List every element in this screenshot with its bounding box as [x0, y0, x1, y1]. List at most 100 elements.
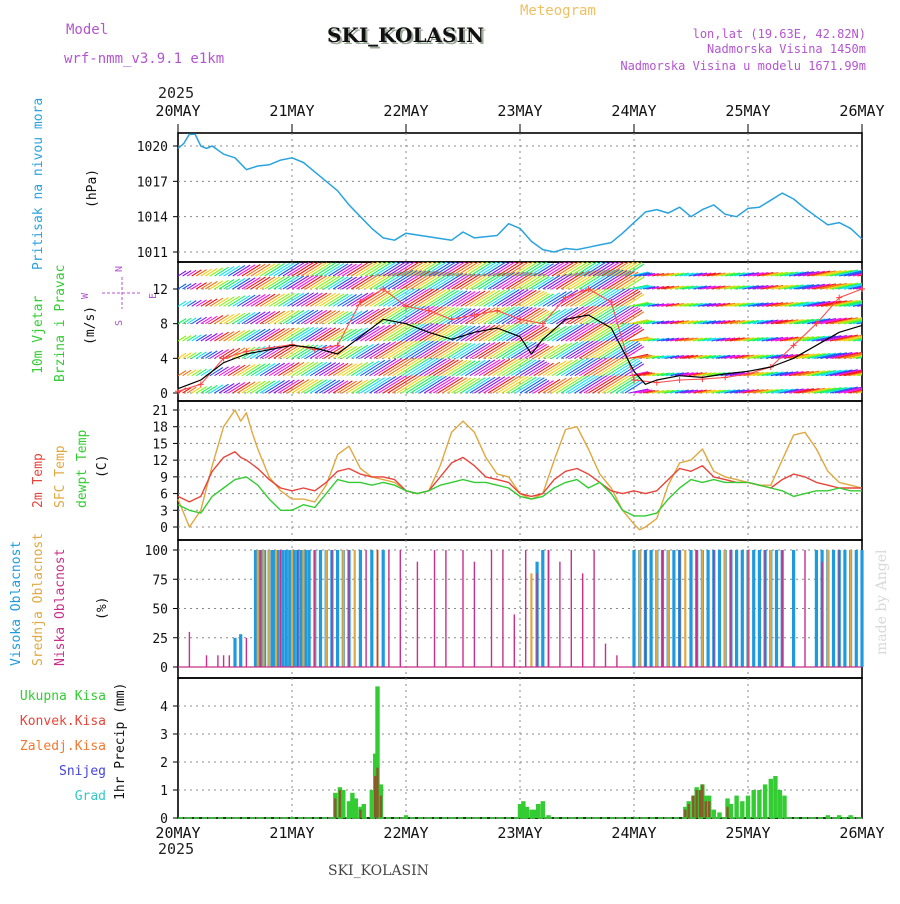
wind-barb [519, 273, 545, 290]
wind-barb [259, 328, 281, 342]
wind-gust-marker [289, 341, 295, 348]
wind-barb [296, 262, 319, 277]
wind-barb [255, 263, 276, 277]
cloud-bar [376, 550, 379, 667]
wind-barb [309, 262, 332, 277]
wind-barb [492, 341, 520, 359]
wind-barb [738, 302, 755, 307]
wind-barb [816, 317, 842, 325]
wind-barb [547, 359, 573, 377]
cloud-bar [730, 550, 732, 667]
wind-barb [706, 337, 721, 342]
wind-barb [537, 262, 561, 277]
wind-barb [661, 337, 675, 342]
wind-ylabel-2: Brzina i Pravac [53, 265, 68, 382]
wind-barb [460, 359, 486, 377]
wind-barb [309, 379, 332, 394]
cloud-bar [304, 550, 308, 667]
y-tick-label: 1020 [137, 140, 168, 155]
wind-barb [697, 337, 712, 342]
wind-barb [697, 285, 712, 290]
wind-barb [693, 372, 708, 377]
wind-barb [684, 272, 699, 277]
wind-barb [419, 306, 447, 325]
wind-barb [314, 362, 336, 377]
wind-barb [460, 377, 486, 394]
wind-barb [533, 276, 554, 290]
wind-barb [442, 307, 468, 325]
wind-barb [460, 262, 485, 277]
wind-barb [829, 351, 859, 359]
wind-barb [501, 375, 529, 394]
wind-barb [255, 380, 276, 394]
wind-barb [820, 369, 848, 377]
wind-barb [606, 357, 635, 377]
wind-barb [624, 263, 645, 277]
wind-barb [528, 276, 550, 290]
wind-barb [296, 292, 319, 307]
wind-barb [770, 284, 789, 290]
wind-barb [278, 292, 300, 307]
cloud-bar [336, 550, 340, 667]
wind-barb [496, 375, 525, 394]
wind-barb [186, 317, 197, 325]
wind-barb [620, 344, 643, 359]
wind-barb [702, 320, 717, 325]
wind-barb [483, 341, 511, 359]
wind-barb [337, 263, 357, 277]
wind-barb [282, 262, 305, 277]
wind-barb [264, 293, 285, 307]
wind-barb [223, 365, 241, 377]
wind-barb [246, 380, 266, 394]
sfc-temp-line [177, 409, 863, 531]
cloud-bar [490, 550, 493, 667]
wind-barb [423, 272, 451, 290]
wind-barb [528, 293, 550, 307]
wind-barb [223, 347, 241, 359]
wind-barb [433, 290, 459, 307]
wind-barb [834, 369, 862, 377]
y-tick-label: 0 [160, 812, 168, 827]
wind-barb [278, 362, 300, 377]
wind-barb [688, 302, 703, 307]
wind-barb [496, 340, 525, 359]
wind-barb [355, 377, 380, 394]
coords-text: lon,lat (19.63E, 42.82N) [693, 27, 866, 41]
wind-barb [852, 273, 862, 277]
wind-barb [510, 289, 537, 307]
wind-barb [200, 316, 212, 325]
wind-barb [656, 355, 670, 359]
x-tick-label-bottom: 23MAY [497, 824, 542, 842]
precip-conv-bar [334, 798, 337, 818]
wind-barb [195, 269, 207, 277]
wind-barb [606, 305, 635, 325]
wind-barb [738, 285, 755, 290]
temp-ylabel-dewpt: dewpt Temp [75, 430, 90, 508]
wind-barb [556, 262, 580, 277]
wind-barb [369, 341, 397, 359]
wind-barb [259, 276, 281, 290]
wind-barb [446, 377, 472, 394]
wind-barb [665, 337, 680, 342]
wind-barb [848, 337, 862, 342]
wind-barb [446, 342, 472, 359]
wind-barb [268, 262, 290, 277]
wind-barbs [178, 262, 862, 394]
wind-barb [811, 387, 837, 394]
wind-barb [569, 321, 601, 342]
wind-barb [423, 358, 451, 377]
wind-barb [300, 344, 323, 359]
wind-barb [442, 273, 468, 290]
cloud-bar [769, 550, 772, 667]
wind-barb [752, 272, 769, 277]
wind-barb [848, 354, 862, 359]
wind-barb [802, 301, 826, 307]
wind-barb [268, 379, 290, 394]
wind-barb [560, 305, 590, 325]
wind-barb [761, 371, 779, 377]
wind-barb [300, 262, 323, 277]
y-tick-label: 100 [145, 544, 168, 559]
wind-barb [574, 338, 606, 359]
wind-barb [337, 346, 357, 359]
wind-barb [720, 389, 736, 394]
